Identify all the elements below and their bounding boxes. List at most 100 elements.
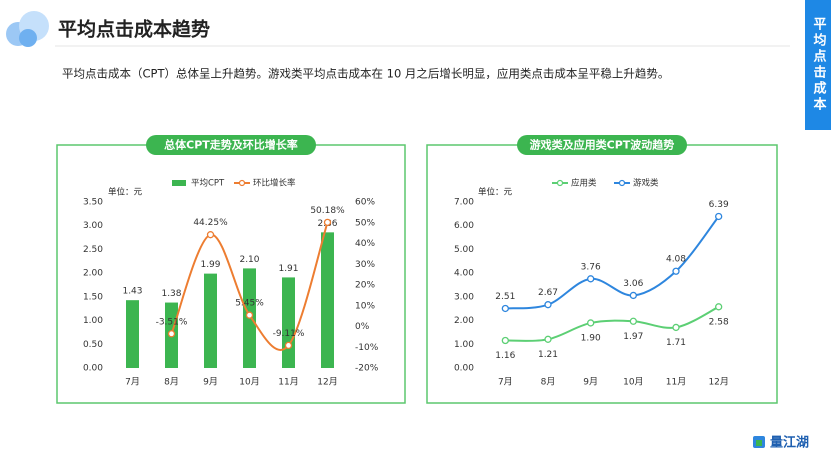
y-tick-label: 2.50 [83,245,103,255]
point [672,323,680,332]
x-tick-label: 8月 [164,377,179,388]
point [629,291,637,300]
x-tick-label: 11月 [666,377,686,388]
y-tick-label: 0.00 [83,364,103,374]
x-tick-label: 9月 [203,377,218,388]
y-tick-label: 4.00 [454,269,474,279]
y-tick-label: 0.00 [454,364,474,374]
bar [204,273,217,368]
legend-label: 环比增长率 [253,178,296,189]
x-tick-label: 12月 [317,377,337,388]
y2-tick-label: 40% [355,239,375,249]
legend-label: 应用类 [571,178,597,189]
value-label: -3.51% [156,317,188,327]
point [501,336,509,345]
value-label: 2.10 [239,255,259,265]
value-label: 1.16 [495,351,515,361]
y2-tick-label: 60% [355,198,375,208]
y-tick-label: 2.00 [454,316,474,326]
x-tick-label: 7月 [125,377,140,388]
bar [126,300,139,368]
y-tick-label: 3.00 [83,221,103,231]
value-label: 3.76 [581,262,601,272]
x-tick-label: 7月 [498,377,513,388]
y-tick-label: 3.00 [454,292,474,302]
value-label: 1.43 [122,287,142,297]
y-tick-label: 1.00 [454,340,474,350]
side-tab: 平均点击成本 [805,0,831,130]
y-tick-label: 1.50 [83,292,103,302]
point [284,341,293,350]
x-tick-label: 12月 [708,377,728,388]
point [544,335,552,343]
legend-swatch [618,179,626,187]
value-label: 44.25% [193,218,228,228]
panel-title: 总体CPT走势及环比增长率 [164,138,298,152]
line [505,305,720,342]
panel-title-bg [146,135,316,155]
y2-tick-label: 10% [355,301,375,311]
value-label: 6.39 [709,200,729,210]
point [587,275,595,283]
value-label: 1.38 [161,289,181,299]
page-title: 平均点击成本趋势 [58,18,210,41]
x-tick-label: 10月 [623,377,643,388]
panel [426,144,778,404]
legend-label: 平均CPT [191,178,225,189]
value-label: -9.11% [273,329,305,339]
value-label: 3.06 [623,279,643,289]
y2-tick-label: 0% [355,322,370,332]
point [629,317,637,325]
bar [282,277,295,368]
summary: 平均点击成本（CPT）总体呈上升趋势。游戏类平均点击成本在 10 月之后增长明显… [62,67,669,81]
value-label: 1.99 [200,260,220,270]
point [587,319,595,327]
legend-swatch [238,179,246,187]
unit-label: 单位：元 [108,187,143,198]
value-label: 1.97 [623,332,643,342]
value-label: 5.45% [235,299,264,309]
y2-tick-label: 50% [355,218,375,228]
y-tick-label: 2.00 [83,269,103,279]
value-label: 1.21 [538,350,558,360]
value-label: 2.58 [709,317,729,327]
point [206,231,215,239]
panel-title-bg [517,135,687,155]
point [715,303,723,311]
value-label: 1.91 [278,264,298,274]
y2-tick-label: 20% [355,281,375,291]
x-tick-label: 11月 [278,377,298,388]
point [167,330,176,338]
value-label: 1.71 [666,338,686,348]
point [715,212,723,221]
value-label: 2.51 [495,292,515,302]
point [544,301,552,309]
y2-tick-label: -10% [355,343,379,353]
y2-tick-label: 30% [355,260,375,270]
y-tick-label: 3.50 [83,198,103,208]
x-tick-label: 9月 [583,377,598,388]
point [672,267,680,275]
legend-label: 游戏类 [633,178,659,189]
value-label: 50.18% [310,206,345,216]
bar [321,232,334,368]
value-label: 2.67 [538,288,558,298]
decor [19,29,37,47]
point [245,311,254,319]
y2-tick-label: -20% [355,364,379,374]
x-tick-label: 8月 [541,377,556,388]
point [501,304,509,313]
y-tick-label: 5.00 [454,245,474,255]
unit-label: 单位：元 [478,187,513,198]
y-tick-label: 0.50 [83,340,103,350]
x-tick-label: 10月 [239,377,259,388]
legend-swatch [556,179,564,187]
y-tick-label: 7.00 [454,198,474,208]
point [323,218,332,227]
value-label: 4.08 [666,255,686,265]
y-tick-label: 6.00 [454,221,474,231]
y-tick-label: 1.00 [83,316,103,326]
panel-title: 游戏类及应用类CPT波动趋势 [530,138,675,152]
